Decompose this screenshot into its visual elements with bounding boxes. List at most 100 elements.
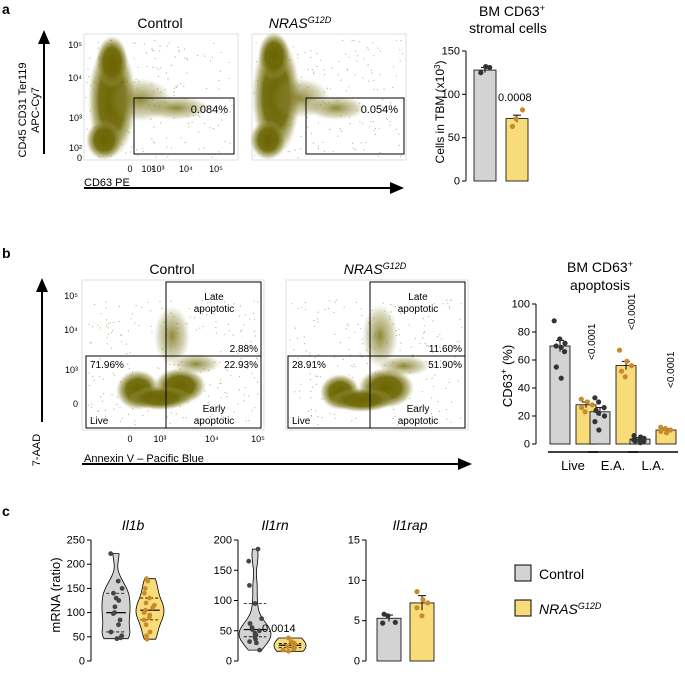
event-dot bbox=[182, 417, 184, 419]
event-dot bbox=[100, 396, 102, 398]
event-dot bbox=[191, 382, 193, 384]
event-dot bbox=[329, 88, 332, 90]
event-dot bbox=[125, 343, 127, 345]
event-dot bbox=[374, 127, 377, 130]
event-dot bbox=[240, 330, 242, 332]
event-dot bbox=[430, 413, 432, 415]
event-dot bbox=[317, 416, 319, 418]
event-dot bbox=[263, 54, 265, 56]
event-dot bbox=[152, 141, 155, 143]
event-dot bbox=[398, 133, 400, 135]
event-dot bbox=[454, 363, 456, 365]
event-dot bbox=[317, 145, 320, 147]
event-dot bbox=[237, 352, 239, 355]
bar-b-point bbox=[561, 349, 568, 355]
event-dot bbox=[185, 417, 187, 419]
event-dot bbox=[360, 142, 362, 144]
flow-b-nras-early-percent: 51.90% bbox=[428, 360, 462, 371]
event-dot bbox=[131, 313, 134, 315]
event-dot bbox=[191, 121, 193, 123]
event-dot bbox=[283, 125, 285, 127]
event-dot bbox=[224, 368, 227, 370]
violin-il1rn-point bbox=[257, 628, 262, 634]
event-dot bbox=[217, 387, 219, 389]
event-dot bbox=[141, 307, 143, 309]
event-dot bbox=[314, 325, 316, 328]
event-dot bbox=[108, 130, 110, 132]
event-dot bbox=[112, 330, 114, 332]
event-dot bbox=[389, 318, 391, 320]
event-dot bbox=[379, 401, 381, 403]
event-dot bbox=[376, 395, 378, 397]
event-dot bbox=[348, 56, 350, 58]
event-dot bbox=[436, 335, 438, 338]
bar-c-y-tick-label: 0 bbox=[354, 656, 360, 668]
density-region bbox=[142, 96, 210, 120]
event-dot bbox=[178, 364, 180, 366]
event-dot bbox=[174, 56, 176, 58]
event-dot bbox=[395, 39, 398, 41]
violin-il1b-point bbox=[143, 600, 149, 606]
event-dot bbox=[163, 321, 165, 323]
event-dot bbox=[346, 323, 348, 325]
event-dot bbox=[366, 362, 368, 365]
event-dot bbox=[153, 398, 155, 400]
event-dot bbox=[256, 357, 258, 359]
event-dot bbox=[133, 81, 136, 83]
event-dot bbox=[93, 303, 96, 306]
event-dot bbox=[450, 421, 452, 423]
event-dot bbox=[140, 396, 142, 398]
event-dot bbox=[319, 376, 321, 378]
event-dot bbox=[116, 403, 118, 405]
event-dot bbox=[97, 41, 99, 44]
event-dot bbox=[333, 356, 335, 358]
event-dot bbox=[209, 60, 212, 62]
violin-il1b-point bbox=[108, 551, 114, 556]
bar-c-point bbox=[420, 597, 426, 603]
event-dot bbox=[243, 400, 245, 402]
event-dot bbox=[202, 325, 204, 327]
event-dot bbox=[221, 415, 223, 417]
event-dot bbox=[220, 51, 222, 54]
event-dot bbox=[169, 390, 171, 392]
event-dot bbox=[448, 305, 451, 307]
event-dot bbox=[238, 315, 241, 317]
event-dot bbox=[203, 367, 205, 370]
event-dot bbox=[252, 312, 255, 314]
event-dot bbox=[197, 115, 199, 117]
event-dot bbox=[253, 377, 256, 379]
violin-il1rn-y-tick-label: 200 bbox=[214, 535, 232, 547]
bar-b-point bbox=[596, 399, 602, 405]
event-dot bbox=[218, 80, 220, 82]
event-dot bbox=[390, 311, 392, 313]
event-dot bbox=[345, 90, 347, 92]
event-dot bbox=[192, 114, 195, 116]
event-dot bbox=[243, 324, 245, 326]
event-dot bbox=[105, 123, 107, 125]
event-dot bbox=[113, 117, 115, 119]
bar-b-y-tick-label: 60 bbox=[518, 355, 530, 367]
event-dot bbox=[270, 78, 272, 80]
event-dot bbox=[318, 354, 320, 356]
event-dot bbox=[399, 312, 401, 315]
event-dot bbox=[297, 157, 299, 159]
event-dot bbox=[105, 301, 107, 303]
event-dot bbox=[334, 333, 336, 335]
violin-il1rn: 0 50 100 150 200 Il1rn bbox=[214, 517, 307, 668]
event-dot bbox=[233, 411, 235, 413]
event-dot bbox=[173, 91, 175, 93]
event-dot bbox=[385, 118, 387, 120]
bar-a-point bbox=[509, 123, 516, 129]
event-dot bbox=[363, 398, 365, 400]
event-dot bbox=[130, 374, 132, 376]
event-dot bbox=[185, 322, 187, 324]
bar-b-point bbox=[663, 430, 670, 436]
violin-il1b-point bbox=[142, 590, 147, 596]
event-dot bbox=[371, 397, 373, 399]
event-dot bbox=[291, 303, 293, 305]
panel-letter-a: a bbox=[2, 1, 10, 17]
event-dot bbox=[154, 57, 156, 60]
event-dot bbox=[87, 404, 89, 406]
flow-b-control-early-label-1: Early bbox=[203, 404, 226, 415]
event-dot bbox=[134, 322, 136, 324]
